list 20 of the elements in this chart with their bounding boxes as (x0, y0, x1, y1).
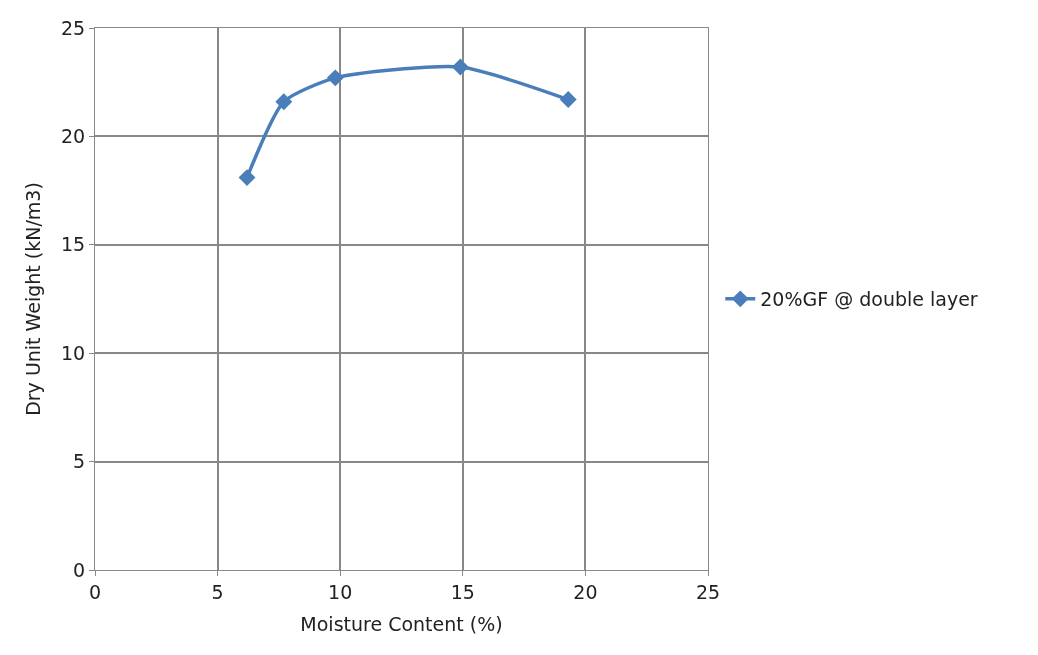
y-tick-label: 10 (61, 341, 86, 364)
point (326, 69, 344, 87)
y-tick-label: 0 (73, 558, 86, 581)
x-tick-label: 20 (573, 580, 598, 603)
x-tick-label: 0 (88, 580, 102, 603)
legend-label: 20%GF @ double layer (760, 288, 978, 311)
x-tick-label: 15 (450, 580, 475, 603)
y-tick-label: 25 (61, 16, 86, 39)
point (275, 93, 293, 111)
y-tick-label: 20 (61, 125, 86, 148)
x-axis-title: Moisture Content (%) (300, 612, 503, 635)
point (238, 169, 256, 187)
point (559, 91, 577, 108)
point (451, 58, 469, 76)
x-tick-label: 5 (211, 580, 224, 603)
y-axis-title: Dry Unit Weight (kN/m3) (21, 182, 44, 416)
y-tick-label: 15 (61, 233, 86, 256)
x-tick-label: 25 (695, 580, 721, 603)
x-tick-label: 10 (328, 580, 353, 603)
y-tick-label: 5 (73, 450, 86, 473)
